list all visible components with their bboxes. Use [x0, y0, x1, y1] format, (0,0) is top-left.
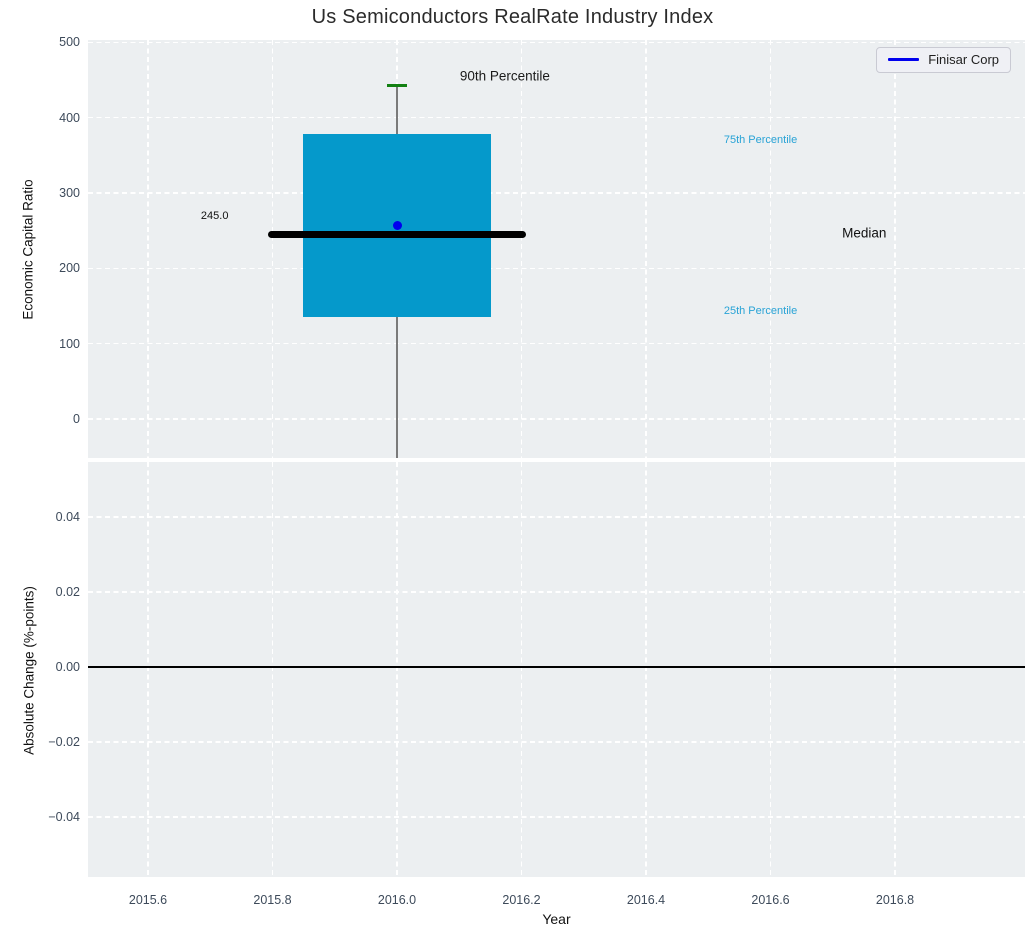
x-tick-label: 2015.6	[128, 893, 168, 907]
y-tick-label: 0	[73, 411, 80, 426]
gridline-vertical	[769, 40, 772, 458]
annotation-25th-percentile: 25th Percentile	[723, 305, 798, 318]
gridline-vertical	[271, 40, 274, 458]
y-tick-label: −0.02	[48, 735, 80, 750]
gridline-horizontal	[88, 816, 1025, 818]
y-tick-label: 0.02	[55, 585, 80, 600]
median-line	[268, 230, 526, 238]
gridline-horizontal	[88, 41, 1025, 44]
gridline-vertical	[147, 40, 149, 458]
gridline-vertical	[894, 40, 896, 458]
gridline-vertical	[271, 462, 274, 877]
p90-cap	[386, 83, 408, 87]
company-point	[392, 220, 402, 230]
gridline-vertical	[147, 462, 149, 877]
gridline-horizontal	[88, 516, 1025, 518]
y-tick-label: 500	[59, 35, 80, 50]
x-tick-label: 2016.4	[626, 893, 666, 907]
annotation-median: Median	[842, 225, 887, 241]
legend-line-icon	[888, 58, 920, 61]
y-tick-label: 300	[59, 186, 80, 201]
gridline-horizontal	[88, 117, 1025, 119]
annotation-90th-percentile: 90th Percentile	[459, 68, 550, 84]
chart-title: Us Semiconductors RealRate Industry Inde…	[311, 6, 714, 28]
gridline-vertical	[396, 462, 398, 877]
y-tick-label: −0.04	[48, 810, 80, 825]
x-tick-label: 2016.8	[875, 893, 915, 907]
bottom-panel-absolute-change	[88, 462, 1025, 877]
gridline-horizontal	[88, 267, 1025, 269]
top-panel-economic-capital-ratio: Finisar Corp 90th Percentile 75th Percent…	[88, 40, 1025, 458]
y-tick-label: 400	[59, 110, 80, 125]
annotation-245-0: 245.0	[200, 209, 229, 222]
legend-label: Finisar Corp	[928, 52, 999, 67]
gridline-vertical	[769, 462, 772, 877]
gridline-horizontal	[88, 418, 1025, 420]
gridline-vertical	[520, 462, 523, 877]
y-tick-label: 100	[59, 336, 80, 351]
y-tick-label: 0.04	[55, 510, 80, 525]
y-axis-label-top: Economic Capital Ratio	[20, 179, 36, 320]
gridline-horizontal	[88, 591, 1025, 593]
gridline-vertical	[894, 462, 896, 877]
gridline-horizontal	[88, 192, 1025, 194]
gridline-vertical	[645, 462, 647, 877]
x-tick-label: 2016.6	[751, 893, 790, 907]
y-tick-label: 200	[59, 261, 80, 276]
zero-line	[88, 666, 1025, 669]
gridline-horizontal	[88, 741, 1025, 743]
x-tick-label: 2015.8	[253, 893, 292, 907]
gridline-vertical	[645, 40, 647, 458]
x-tick-label: 2016.0	[377, 893, 417, 907]
x-axis-label: Year	[542, 911, 571, 927]
gridline-horizontal	[88, 342, 1025, 345]
gridline-vertical	[520, 40, 523, 458]
y-tick-label: 0.00	[55, 660, 80, 675]
x-tick-label: 2016.2	[502, 893, 541, 907]
annotation-75th-percentile: 75th Percentile	[723, 134, 798, 147]
legend: Finisar Corp	[876, 47, 1011, 73]
